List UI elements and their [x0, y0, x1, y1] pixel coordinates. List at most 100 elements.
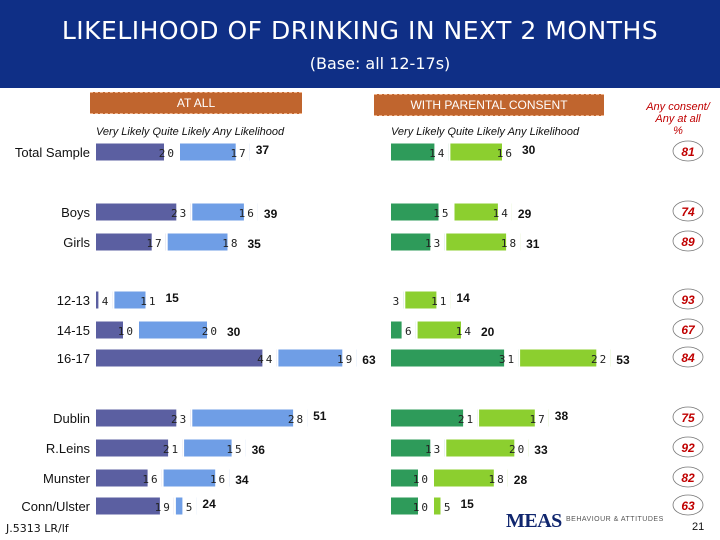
any-consent-value: 67 — [681, 323, 696, 337]
any-likelihood-label: 38 — [555, 409, 569, 423]
quite-likely-label: 5 — [444, 501, 453, 514]
very-likely-bar — [391, 203, 453, 221]
very-likely-label-bg — [434, 143, 449, 161]
very-likely-bar — [96, 349, 277, 367]
very-likely-bar — [391, 409, 478, 427]
very-likely-label-bg — [164, 143, 178, 161]
very-likely-label-bg — [430, 439, 445, 457]
very-likely-label-bg — [389, 291, 404, 309]
quite-likely-label: 14 — [456, 325, 473, 338]
any-consent-header-line1: Any consent/ — [646, 101, 710, 113]
very-likely-bar — [96, 409, 191, 427]
quite-likely-label-bg — [436, 291, 451, 309]
row-label: Munster — [43, 471, 91, 486]
quite-likely-label-bg — [506, 233, 521, 251]
at-all-tab: AT ALL — [90, 92, 302, 114]
very-likely-label: 44 — [257, 353, 274, 366]
very-likely-label: 10 — [413, 473, 430, 486]
any-likelihood-label: 28 — [514, 473, 528, 487]
any-consent-marker — [672, 436, 704, 458]
very-likely-label: 16 — [142, 473, 159, 486]
very-likely-label-bg — [463, 409, 478, 427]
quite-likely-label-bg — [497, 203, 512, 221]
any-likelihood-label: 20 — [481, 325, 495, 339]
header-banner — [0, 0, 720, 88]
quite-likely-bar — [192, 203, 258, 221]
any-consent-marker — [672, 318, 704, 340]
any-consent-value: 89 — [681, 235, 695, 249]
quite-likely-label: 22 — [591, 353, 608, 366]
any-consent-marker — [672, 200, 704, 222]
any-likelihood-label: 15 — [166, 291, 180, 305]
quite-likely-label-bg — [207, 321, 221, 339]
row-label: Dublin — [53, 411, 90, 426]
very-likely-label: 3 — [393, 295, 402, 308]
very-likely-bar — [96, 439, 183, 457]
very-likely-label: 19 — [155, 501, 172, 514]
quite-likely-label: 11 — [431, 295, 448, 308]
very-likely-label: 10 — [413, 501, 430, 514]
any-consent-value: 81 — [681, 145, 695, 159]
very-likely-label: 13 — [425, 237, 442, 250]
any-likelihood-label: 51 — [313, 409, 327, 423]
any-likelihood-label: 36 — [252, 443, 266, 457]
any-consent-marker — [672, 346, 704, 368]
quite-likely-bar — [163, 469, 230, 487]
quite-likely-label: 17 — [530, 413, 547, 426]
quite-likely-label: 18 — [489, 473, 506, 486]
quite-likely-label-bg — [534, 409, 549, 427]
very-likely-label: 21 — [163, 443, 180, 456]
quite-likely-label: 14 — [493, 207, 510, 220]
any-consent-header-line2: Any at all — [655, 113, 701, 125]
quite-likely-label-bg — [145, 291, 160, 309]
any-consent-marker — [672, 140, 704, 162]
very-likely-label: 21 — [458, 413, 475, 426]
any-likelihood-label: 30 — [522, 143, 536, 157]
quite-likely-bar — [167, 233, 242, 251]
quite-likely-label-bg — [231, 439, 246, 457]
very-likely-label-bg — [123, 321, 137, 339]
quite-likely-bar — [454, 203, 512, 221]
any-consent-value: 74 — [681, 205, 695, 219]
very-likely-label-bg — [176, 203, 191, 221]
very-likely-label: 4 — [102, 295, 111, 308]
very-likely-label-bg — [159, 497, 174, 515]
row-label: Total Sample — [15, 145, 90, 160]
quite-likely-label-bg — [493, 469, 508, 487]
quite-likely-label-bg — [235, 143, 250, 161]
any-consent-marker — [672, 406, 704, 428]
quite-likely-label: 18 — [501, 237, 518, 250]
very-likely-bar — [96, 469, 162, 487]
very-likely-label: 23 — [171, 207, 188, 220]
any-likelihood-label: 37 — [256, 143, 270, 157]
any-likelihood-label: 35 — [248, 237, 262, 251]
ba-logo: BEHAVIOUR & ATTITUDES — [566, 516, 664, 523]
any-consent-marker — [672, 494, 704, 516]
very-likely-label: 23 — [171, 413, 188, 426]
any-likelihood-label: 29 — [518, 207, 532, 221]
quite-likely-bar — [434, 469, 508, 487]
very-likely-label-bg — [262, 349, 277, 367]
quite-likely-label-bg — [502, 143, 516, 161]
quite-likely-label: 20 — [202, 325, 219, 338]
any-consent-value: 82 — [681, 471, 695, 485]
quite-likely-bar — [417, 321, 475, 339]
very-likely-label-bg — [418, 469, 432, 487]
quite-likely-label: 18 — [222, 237, 239, 250]
very-likely-label: 14 — [429, 147, 446, 160]
quite-likely-bar — [180, 143, 250, 161]
quite-likely-label: 15 — [226, 443, 243, 456]
quite-likely-label: 16 — [239, 207, 256, 220]
quite-likely-label-bg — [182, 497, 197, 515]
very-likely-bar — [96, 233, 166, 251]
quite-likely-label: 20 — [509, 443, 526, 456]
row-label: R.Leins — [46, 441, 91, 456]
any-consent-header-line3: % — [673, 125, 683, 137]
any-likelihood-label: 30 — [227, 325, 241, 339]
quite-likely-bar — [446, 233, 521, 251]
page-subtitle: (Base: all 12-17s) — [309, 54, 451, 73]
quite-likely-bar — [520, 349, 611, 367]
any-consent-value: 75 — [681, 411, 695, 425]
quite-likely-label: 19 — [337, 353, 354, 366]
very-likely-bar — [96, 203, 191, 221]
